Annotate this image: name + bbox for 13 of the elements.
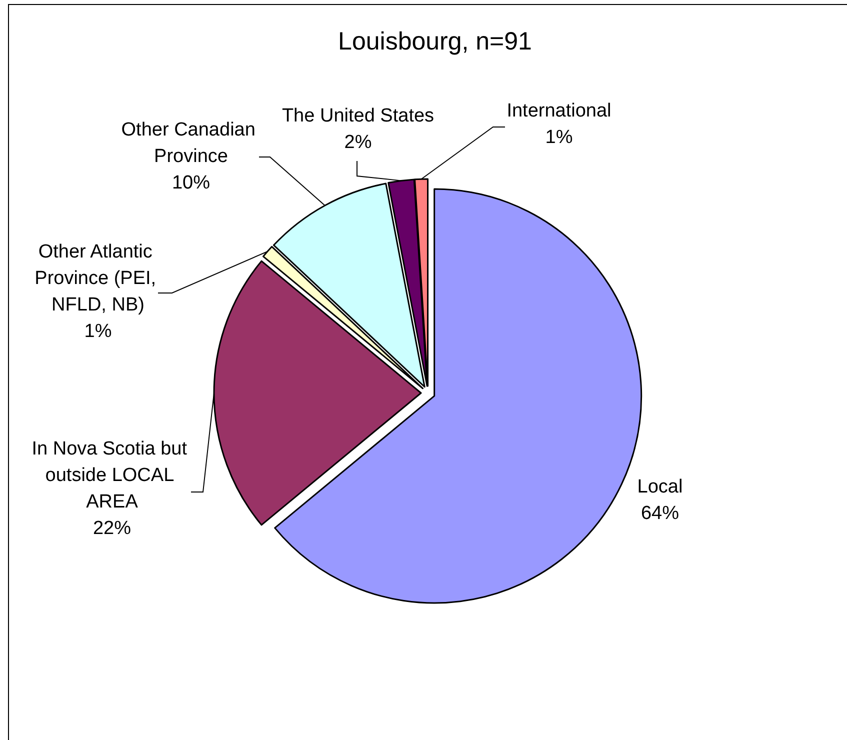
data-label: 10% — [172, 172, 210, 194]
slice-label: In Nova Scotia but outside LOCAL AREA — [32, 438, 192, 512]
slice-label: The United States — [282, 106, 434, 126]
slice-label: Other Canadian Province — [121, 120, 261, 167]
data-label: 1% — [84, 321, 112, 342]
data-label: 64% — [640, 503, 680, 524]
data-label: 22% — [92, 518, 132, 539]
data-label: 2% — [344, 132, 372, 153]
slice-label: Other Atlantic Province (PEI, NFLD, NB) — [34, 242, 162, 316]
chart-title: Louisbourg, n=91 — [338, 28, 532, 56]
slice-label: International — [506, 100, 612, 122]
slice-label: Local — [637, 476, 683, 498]
data-label: 1% — [545, 127, 573, 148]
